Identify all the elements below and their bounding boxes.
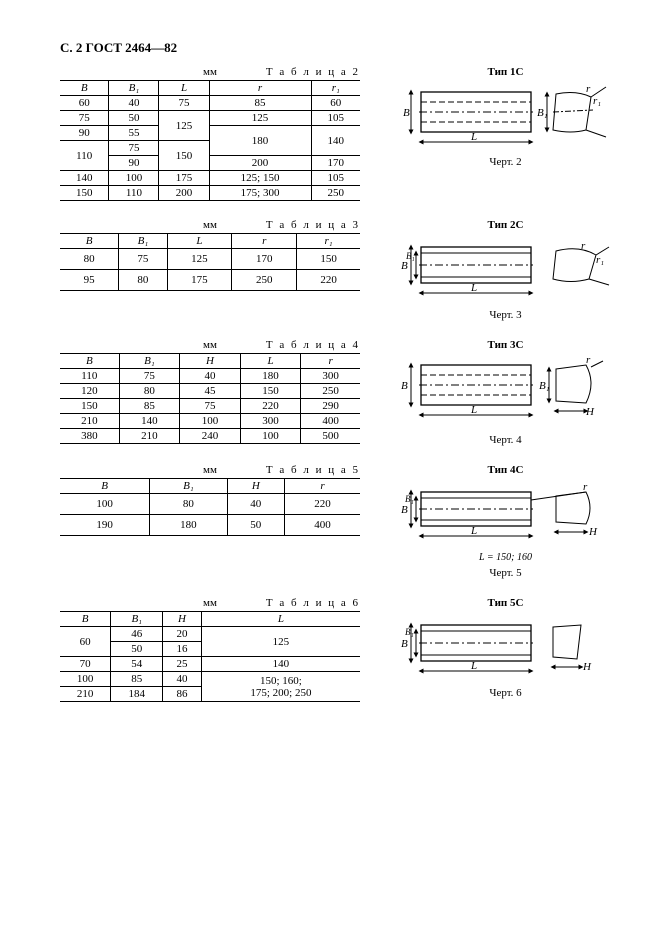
fig-5-caption: Черт. 5 <box>380 567 631 579</box>
fig-4-svg: B L B₁ r H <box>391 355 621 430</box>
table-6-block: Т а б л и ц а 6 мм B B₁ H L 604620125 50… <box>60 597 360 702</box>
th: B₁ <box>111 612 163 627</box>
dim: B <box>401 380 408 392</box>
table-3: B B₁ L r r₁ 8075125170150 9580175250220 <box>60 233 360 291</box>
fig-5-note: L = 150; 160 <box>380 552 631 563</box>
th: L <box>240 354 301 369</box>
fig-6-title: Тип 5С <box>380 597 631 609</box>
table-4: B B₁ H L r 1107540180300 1208045150250 1… <box>60 353 360 444</box>
th: r₁ <box>297 234 360 249</box>
th: L <box>167 234 232 249</box>
dim: r <box>581 240 586 252</box>
th: r <box>232 234 297 249</box>
th: L <box>159 81 209 96</box>
th: B₁ <box>119 234 167 249</box>
dim: B <box>401 260 408 272</box>
table-5: B B₁ H r 1008040220 19018050400 <box>60 478 360 536</box>
th: B₁ <box>150 479 227 494</box>
fig-6-caption: Черт. 6 <box>380 687 631 699</box>
th: r <box>301 354 360 369</box>
dim: L <box>470 282 477 294</box>
dim: B₁ <box>405 627 414 637</box>
fig-6-svg: B B₁ L H <box>391 613 621 683</box>
dim: B₁ <box>406 251 415 261</box>
dim: L <box>470 404 477 416</box>
table-6: B B₁ H L 604620125 5016 705425140 100854… <box>60 611 360 702</box>
dim: B <box>403 107 410 119</box>
dim: r₁ <box>593 95 601 107</box>
th: H <box>180 354 241 369</box>
page-header: С. 2 ГОСТ 2464—82 <box>60 40 631 56</box>
dim: B <box>401 638 408 650</box>
dim: r <box>583 481 588 493</box>
th: r <box>209 81 311 96</box>
fig-4-caption: Черт. 4 <box>380 434 631 446</box>
th: L <box>201 612 360 627</box>
dim: H <box>588 526 598 538</box>
fig-5-title: Тип 4С <box>380 464 631 476</box>
dim: r₁ <box>596 254 604 266</box>
fig-3-title: Тип 2С <box>380 219 631 231</box>
table-2: B B₁ L r r₁ 6040758560 7550125125105 905… <box>60 80 360 201</box>
dim: L <box>470 525 477 537</box>
fig-3-svg: B B₁ L r r₁ <box>391 235 621 305</box>
fig-4-title: Тип 3С <box>380 339 631 351</box>
dim: H <box>582 661 592 673</box>
th: B <box>60 612 111 627</box>
th: B₁ <box>119 354 180 369</box>
fig-5-svg: B B₁ L r H <box>391 480 621 550</box>
th: r <box>285 479 360 494</box>
th: B <box>60 81 109 96</box>
dim: B <box>401 504 408 516</box>
fig-2-title: Тип 1С <box>380 66 631 78</box>
th: B <box>60 479 150 494</box>
th: r₁ <box>311 81 360 96</box>
table-5-block: Т а б л и ц а 5 мм B B₁ H r 1008040220 1… <box>60 464 360 536</box>
dim: B₁ <box>539 380 550 392</box>
th: B <box>60 234 119 249</box>
th: B₁ <box>109 81 159 96</box>
dim: B₁ <box>405 494 414 504</box>
fig-3-caption: Черт. 3 <box>380 309 631 321</box>
table-4-block: Т а б л и ц а 4 мм B B₁ H L r 1107540180… <box>60 339 360 444</box>
dim: L <box>470 131 477 143</box>
th: H <box>163 612 202 627</box>
table-3-block: Т а б л и ц а 3 мм B B₁ L r r₁ 807512517… <box>60 219 360 291</box>
fig-2-svg: B L B₁ r r₁ <box>391 82 621 152</box>
page: С. 2 ГОСТ 2464—82 Т а б л и ц а 2 мм B B… <box>0 0 661 936</box>
th: B <box>60 354 119 369</box>
dim: H <box>585 406 595 418</box>
th: H <box>227 479 284 494</box>
dim: L <box>470 660 477 672</box>
fig-2-caption: Черт. 2 <box>380 156 631 168</box>
table-2-block: Т а б л и ц а 2 мм B B₁ L r r₁ 604075856… <box>60 66 360 201</box>
dim: B₁ <box>537 107 548 119</box>
dim: r <box>586 83 591 95</box>
dim: r <box>586 355 591 366</box>
